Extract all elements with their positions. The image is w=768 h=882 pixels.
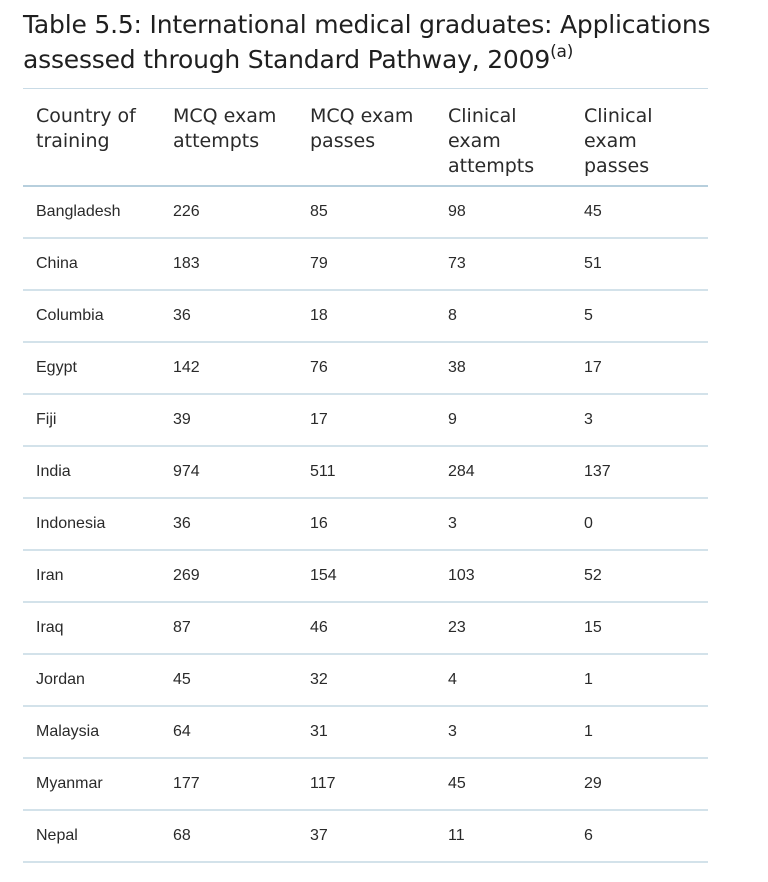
cell-mcq-attempts: 87 <box>173 618 191 636</box>
cell-mcq-attempts: 36 <box>173 306 191 324</box>
cell-mcq-passes: 511 <box>310 462 336 480</box>
cell-clinical-passes: 29 <box>584 774 602 792</box>
cell-clinical-passes: 137 <box>584 462 611 480</box>
cell-mcq-attempts: 68 <box>173 826 191 844</box>
cell-mcq-passes: 32 <box>310 670 328 688</box>
cell-country: Columbia <box>36 306 104 324</box>
cell-mcq-passes: 18 <box>310 306 328 324</box>
cell-clinical-passes: 45 <box>584 202 602 220</box>
cell-country: Jordan <box>36 670 85 688</box>
cell-mcq-attempts: 64 <box>173 722 191 740</box>
cell-country: Iran <box>36 566 64 584</box>
header-clinical-passes: Clinical exam passes <box>584 105 653 177</box>
cell-country: Indonesia <box>36 514 106 532</box>
table-row: Malaysia 64 31 3 1 <box>23 706 708 758</box>
cell-clinical-attempts: 4 <box>448 670 457 688</box>
cell-mcq-attempts: 226 <box>173 202 200 220</box>
cell-clinical-passes: 6 <box>584 826 593 844</box>
cell-country: India <box>36 462 71 480</box>
header-mcq-attempts: MCQ exam attempts <box>173 105 277 152</box>
header-country: Country of training <box>36 105 136 152</box>
cell-clinical-attempts: 98 <box>448 202 466 220</box>
table-row: Columbia 36 18 8 5 <box>23 290 708 342</box>
cell-mcq-passes: 16 <box>310 514 328 532</box>
cell-mcq-attempts: 183 <box>173 254 200 272</box>
table-row: China 183 79 73 51 <box>23 238 708 290</box>
cell-country: Myanmar <box>36 774 103 792</box>
cell-country: China <box>36 254 78 272</box>
cell-clinical-attempts: 8 <box>448 306 457 324</box>
table-title: Table 5.5: International medical graduat… <box>23 7 743 77</box>
cell-clinical-attempts: 11 <box>448 826 465 844</box>
table-row: Jordan 45 32 4 1 <box>23 654 708 706</box>
cell-mcq-passes: 117 <box>310 774 336 792</box>
table-header: Country of training MCQ exam attempts MC… <box>23 88 708 186</box>
cell-mcq-passes: 17 <box>310 410 328 428</box>
cell-clinical-passes: 17 <box>584 358 602 376</box>
cell-clinical-passes: 51 <box>584 254 602 272</box>
cell-clinical-attempts: 103 <box>448 566 475 584</box>
cell-mcq-attempts: 177 <box>173 774 200 792</box>
header-clinical-attempts: Clinical exam attempts <box>448 105 535 177</box>
cell-clinical-attempts: 3 <box>448 722 457 740</box>
cell-country: Nepal <box>36 826 78 844</box>
cell-mcq-passes: 76 <box>310 358 328 376</box>
cell-clinical-passes: 15 <box>584 618 602 636</box>
data-table: Country of training MCQ exam attempts MC… <box>23 88 708 863</box>
cell-clinical-attempts: 23 <box>448 618 466 636</box>
table-row: Iraq 87 46 23 15 <box>23 602 708 654</box>
cell-mcq-passes: 154 <box>310 566 337 584</box>
cell-mcq-passes: 37 <box>310 826 328 844</box>
cell-country: Fiji <box>36 410 57 428</box>
table-row: Iran 269 154 103 52 <box>23 550 708 602</box>
cell-clinical-attempts: 284 <box>448 462 475 480</box>
cell-clinical-passes: 1 <box>584 722 593 740</box>
cell-mcq-attempts: 39 <box>173 410 191 428</box>
table-row: India 974 511 284 137 <box>23 446 708 498</box>
footnote-marker: (a) <box>550 41 574 62</box>
cell-mcq-attempts: 269 <box>173 566 200 584</box>
cell-clinical-passes: 0 <box>584 514 593 532</box>
table-body: Bangladesh 226 85 98 45 China 183 79 73 … <box>23 186 708 862</box>
cell-mcq-attempts: 36 <box>173 514 191 532</box>
header-row: Country of training MCQ exam attempts MC… <box>23 88 708 186</box>
cell-clinical-attempts: 45 <box>448 774 466 792</box>
cell-mcq-passes: 46 <box>310 618 328 636</box>
cell-country: Bangladesh <box>36 202 121 220</box>
table-row: Nepal 68 37 11 6 <box>23 810 708 862</box>
cell-clinical-passes: 1 <box>584 670 593 688</box>
cell-clinical-passes: 5 <box>584 306 593 324</box>
table-title-text: Table 5.5: International medical graduat… <box>23 10 711 74</box>
cell-mcq-attempts: 45 <box>173 670 191 688</box>
table-row: Myanmar 177 117 45 29 <box>23 758 708 810</box>
table-row: Indonesia 36 16 3 0 <box>23 498 708 550</box>
table-row: Egypt 142 76 38 17 <box>23 342 708 394</box>
cell-clinical-passes: 52 <box>584 566 602 584</box>
cell-mcq-passes: 79 <box>310 254 328 272</box>
cell-country: Egypt <box>36 358 77 376</box>
table-row: Fiji 39 17 9 3 <box>23 394 708 446</box>
cell-clinical-passes: 3 <box>584 410 593 428</box>
cell-country: Malaysia <box>36 722 100 740</box>
table-row: Bangladesh 226 85 98 45 <box>23 186 708 238</box>
cell-clinical-attempts: 38 <box>448 358 466 376</box>
cell-clinical-attempts: 9 <box>448 410 457 428</box>
cell-mcq-attempts: 142 <box>173 358 200 376</box>
data-table-container: Country of training MCQ exam attempts MC… <box>23 88 708 863</box>
cell-clinical-attempts: 3 <box>448 514 457 532</box>
cell-clinical-attempts: 73 <box>448 254 466 272</box>
cell-country: Iraq <box>36 618 64 636</box>
cell-mcq-attempts: 974 <box>173 462 200 480</box>
header-mcq-passes: MCQ exam passes <box>310 105 414 152</box>
cell-mcq-passes: 85 <box>310 202 328 220</box>
cell-mcq-passes: 31 <box>310 722 328 740</box>
